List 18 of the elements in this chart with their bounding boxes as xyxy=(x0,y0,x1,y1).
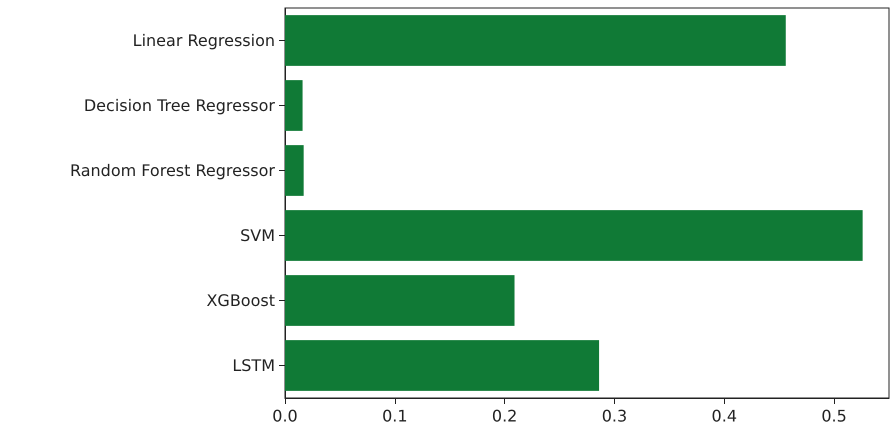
bar xyxy=(285,340,600,391)
y-tick-label: Random Forest Regressor xyxy=(70,161,276,180)
x-tick-label: 0.0 xyxy=(272,406,298,426)
x-tick-label: 0.1 xyxy=(382,406,408,426)
y-tick-label: Linear Regression xyxy=(132,31,275,50)
y-tick-label: LSTM xyxy=(232,356,275,375)
x-tick-label: 0.5 xyxy=(821,406,847,426)
y-tick-label: Decision Tree Regressor xyxy=(84,96,276,115)
bar xyxy=(285,275,515,326)
x-tick-label: 0.4 xyxy=(712,406,737,426)
y-tick-label: SVM xyxy=(240,226,275,245)
y-tick-label: XGBoost xyxy=(206,291,275,310)
bar xyxy=(285,80,303,131)
bar xyxy=(285,15,786,66)
x-tick-label: 0.3 xyxy=(602,406,628,426)
bar xyxy=(285,145,304,196)
x-tick-label: 0.2 xyxy=(492,406,518,426)
bar xyxy=(285,210,863,261)
